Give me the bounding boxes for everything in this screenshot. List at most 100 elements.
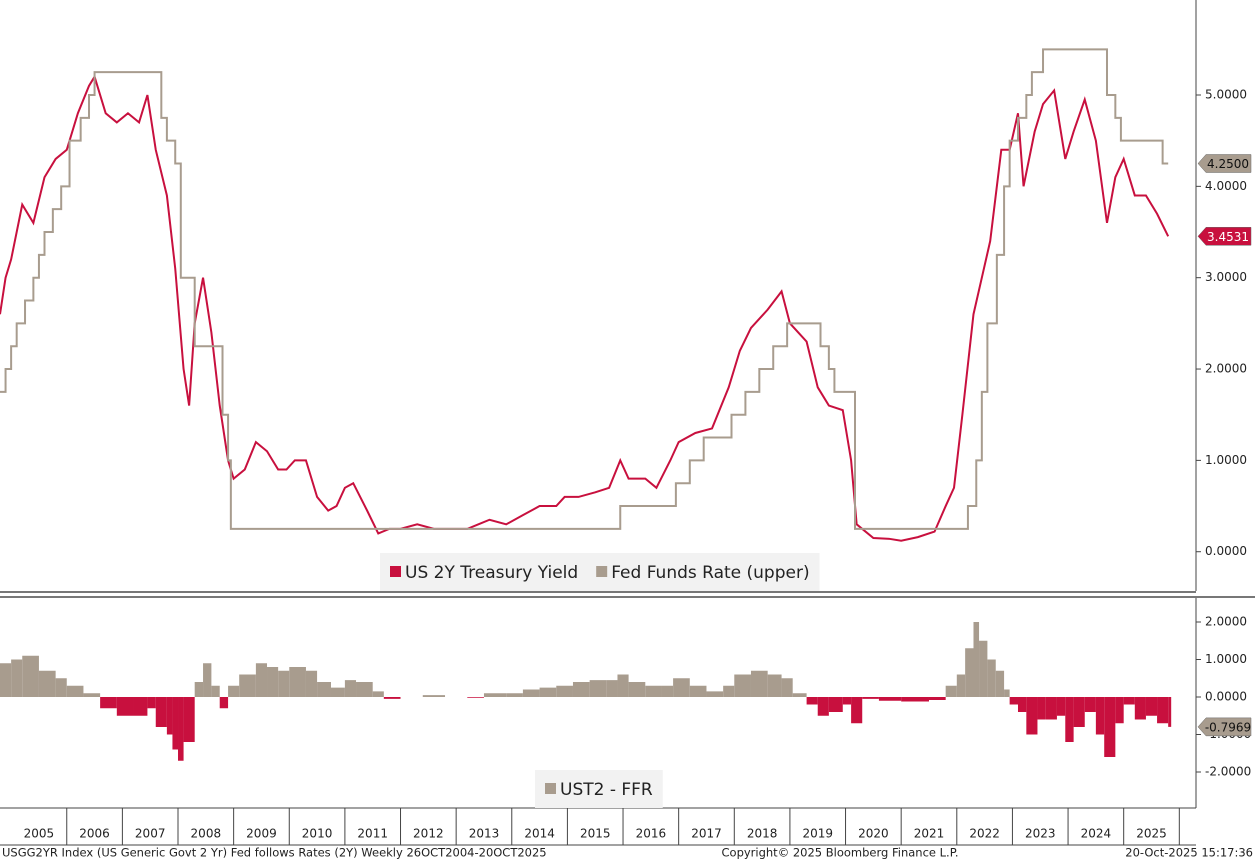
bar: [645, 685, 662, 697]
bar: [995, 670, 1005, 697]
x-tick-label: 2007: [135, 827, 166, 841]
bar: [1168, 697, 1172, 727]
plot-area: [0, 48, 1170, 542]
bar: [750, 670, 768, 697]
bar: [767, 674, 782, 697]
y-tick-label: 0.0000: [1205, 690, 1247, 704]
bar: [1009, 697, 1018, 705]
bar: [55, 678, 67, 697]
bar: [166, 697, 173, 735]
bar: [1017, 697, 1027, 712]
bar: [901, 697, 929, 702]
bar: [862, 697, 879, 699]
bar: [928, 697, 946, 700]
y-tick-label: 2.0000: [1205, 615, 1247, 629]
bar: [1123, 697, 1135, 705]
x-tick-label: 2020: [858, 827, 889, 841]
last-value-box: [1197, 154, 1252, 173]
bar: [278, 670, 290, 697]
bar: [706, 691, 724, 697]
x-tick-label: 2022: [969, 827, 1000, 841]
y-tick-label: 4.0000: [1205, 179, 1247, 193]
bar: [842, 697, 852, 705]
bar: [467, 697, 484, 698]
bar: [945, 685, 957, 697]
legend: UST2 - FFR: [535, 770, 663, 808]
bar: [781, 678, 793, 697]
bar: [878, 697, 902, 701]
y-tick-label: 5.0000: [1205, 87, 1247, 101]
legend-label: Fed Funds Rate (upper): [611, 563, 809, 583]
x-tick-label: 2005: [24, 827, 55, 841]
y-tick-label: 0.0000: [1205, 544, 1247, 558]
bar: [817, 697, 829, 716]
x-tick-label: 2016: [636, 827, 667, 841]
legend-box: [535, 770, 663, 808]
bar: [289, 667, 306, 697]
last-value-label: 4.2500: [1207, 157, 1249, 171]
bar: [806, 697, 818, 705]
bar: [330, 687, 345, 697]
x-tick-label: 2019: [802, 827, 833, 841]
bar: [539, 687, 557, 697]
bar: [572, 682, 590, 697]
last-value-box: [1197, 227, 1252, 246]
bar: [344, 680, 357, 697]
legend-swatch: [596, 566, 608, 577]
x-tick-label: 2015: [580, 827, 611, 841]
bar: [239, 674, 256, 697]
x-tick-label: 2018: [747, 827, 778, 841]
bar: [133, 697, 148, 716]
x-tick-label: 2010: [302, 827, 333, 841]
bar: [1104, 697, 1116, 757]
legend-label: US 2Y Treasury Yield: [405, 563, 578, 583]
y-tick-label: 3.0000: [1205, 270, 1247, 284]
x-tick-label: 2017: [691, 827, 722, 841]
bar: [1157, 697, 1169, 724]
bar: [1037, 697, 1046, 720]
x-tick-label: 2014: [524, 827, 555, 841]
bar: [606, 680, 618, 697]
y-tick-label: -2.0000: [1205, 765, 1251, 779]
x-tick-label: 2009: [246, 827, 277, 841]
bar: [183, 697, 195, 742]
plot-area: [0, 622, 1172, 761]
bar: [828, 697, 843, 712]
bar: [147, 697, 156, 709]
bar: [1073, 697, 1085, 727]
bar: [356, 682, 373, 697]
bar: [83, 693, 101, 697]
bar: [1084, 697, 1096, 712]
x-tick-label: 2021: [914, 827, 945, 841]
x-tick-label: 2025: [1136, 827, 1167, 841]
bar: [979, 640, 988, 697]
bar: [383, 697, 401, 699]
legend-swatch: [545, 783, 556, 794]
bar: [1056, 697, 1066, 716]
bar: [628, 682, 646, 697]
bar: [661, 685, 674, 697]
bar: [38, 670, 56, 697]
bar: [219, 697, 229, 709]
bar: [1145, 697, 1158, 716]
bar: [956, 674, 966, 697]
series-line: [0, 48, 1169, 530]
legend-swatch: [390, 566, 401, 577]
bar: [1004, 689, 1010, 697]
last-value-box: [1197, 717, 1252, 737]
last-value-label: 3.4531: [1207, 230, 1249, 244]
bar: [178, 697, 184, 761]
x-tick-label: 2013: [469, 827, 500, 841]
bar: [22, 655, 39, 697]
bar: [172, 697, 179, 750]
x-tick-label: 2024: [1081, 827, 1112, 841]
legend: US 2Y Treasury Yield Fed Funds Rate (uppe…: [380, 553, 820, 591]
bar: [116, 697, 134, 716]
bar: [522, 689, 540, 697]
bar: [155, 697, 167, 727]
bar: [100, 697, 117, 709]
bar: [987, 659, 996, 697]
bar: [317, 682, 331, 697]
x-tick-label: 2008: [191, 827, 222, 841]
